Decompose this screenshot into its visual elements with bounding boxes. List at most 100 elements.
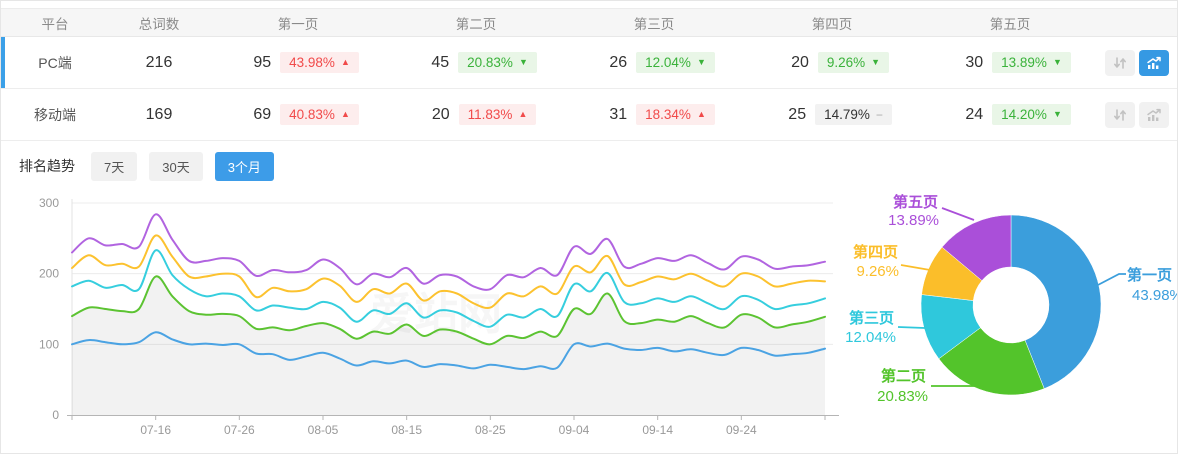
page3-count: 26 bbox=[609, 53, 628, 71]
keyword-rank-table: 平台 总词数 第一页 第二页 第三页 第四页 第五页 PC端 216 95 43… bbox=[1, 8, 1177, 141]
ranking-trend-line-chart[interactable]: 0 100 200 300 07-16 07-26 08-05 08-15 08-25 09-04… bbox=[1, 191, 846, 454]
row-actions bbox=[1099, 49, 1177, 76]
svg-text:200: 200 bbox=[39, 267, 59, 281]
pie-value-page1: 43.98% bbox=[1132, 287, 1178, 304]
col-header-page4: 第四页 bbox=[811, 16, 853, 32]
svg-text:07-26: 07-26 bbox=[224, 423, 255, 437]
page4-cell: 20 9.26% ▼ bbox=[743, 51, 921, 74]
pie-label-page5: 第五页 bbox=[893, 193, 938, 211]
col-header-page3: 第三页 bbox=[633, 16, 675, 32]
trend-arrow-icon: ▲ bbox=[340, 109, 350, 119]
svg-text:08-25: 08-25 bbox=[475, 423, 506, 437]
pie-label-page3: 第三页 bbox=[849, 309, 894, 327]
pie-leader-line-page5 bbox=[941, 207, 975, 221]
trend-arrow-icon: ▼ bbox=[1052, 57, 1062, 67]
col-header-total-words: 总词数 bbox=[138, 16, 180, 32]
page3-cell: 31 18.34% ▲ bbox=[565, 103, 743, 126]
page5-cell: 24 14.20% ▼ bbox=[921, 103, 1099, 126]
pie-value-page5: 13.89% bbox=[888, 212, 939, 229]
pie-leader-line-page1 bbox=[1095, 273, 1126, 287]
svg-text:09-24: 09-24 bbox=[726, 423, 757, 437]
pie-value-page3: 12.04% bbox=[845, 329, 896, 346]
table-row-mobile[interactable]: 移动端 169 69 40.83% ▲ 20 11.83% ▲ 31 18.34% ▲… bbox=[1, 89, 1177, 141]
svg-text:300: 300 bbox=[39, 196, 59, 210]
col-header-platform: 平台 bbox=[41, 16, 69, 32]
page3-change-badge: 18.34% ▲ bbox=[636, 103, 715, 126]
trend-arrow-icon: ▼ bbox=[696, 57, 706, 67]
tab-3-months[interactable]: 3个月 bbox=[214, 151, 274, 181]
page3-cell: 26 12.04% ▼ bbox=[565, 51, 743, 74]
page4-change-badge: 14.79% − bbox=[815, 103, 892, 126]
trend-chart-icon bbox=[1147, 56, 1161, 69]
page5-change-badge: 13.89% ▼ bbox=[992, 51, 1071, 74]
table-row-pc[interactable]: PC端 216 95 43.98% ▲ 45 20.83% ▼ 26 12.04% ▼… bbox=[1, 37, 1177, 89]
table-header-row: 平台 总词数 第一页 第二页 第三页 第四页 第五页 bbox=[1, 8, 1177, 37]
page2-count: 45 bbox=[431, 53, 450, 71]
page4-cell: 25 14.79% − bbox=[743, 103, 921, 126]
trend-chart-icon bbox=[1147, 108, 1161, 121]
total-words-value: 169 bbox=[145, 105, 173, 123]
pie-label-page1: 第一页 bbox=[1127, 266, 1172, 284]
pie-label-page4: 第四页 bbox=[853, 243, 898, 261]
svg-text:08-05: 08-05 bbox=[308, 423, 339, 437]
page3-change-badge: 12.04% ▼ bbox=[636, 51, 715, 74]
svg-text:100: 100 bbox=[39, 337, 59, 351]
trend-section-header: 排名趋势 7天 30天 3个月 bbox=[1, 141, 1177, 191]
col-header-page1: 第一页 bbox=[277, 16, 319, 32]
trend-arrow-icon: − bbox=[875, 107, 883, 122]
platform-label: 移动端 bbox=[34, 106, 76, 123]
col-header-page5: 第五页 bbox=[989, 16, 1031, 32]
trend-title: 排名趋势 bbox=[19, 158, 75, 174]
page4-change-badge: 9.26% ▼ bbox=[817, 51, 890, 74]
page2-cell: 45 20.83% ▼ bbox=[387, 51, 565, 74]
page5-count: 24 bbox=[965, 105, 984, 123]
page4-count: 25 bbox=[788, 105, 807, 123]
svg-text:09-14: 09-14 bbox=[642, 423, 673, 437]
page3-count: 31 bbox=[609, 105, 628, 123]
page2-change-badge: 20.83% ▼ bbox=[458, 51, 537, 74]
page2-cell: 20 11.83% ▲ bbox=[387, 103, 565, 126]
page4-count: 20 bbox=[791, 53, 809, 71]
sort-button[interactable] bbox=[1105, 49, 1135, 76]
tab-7-days[interactable]: 7天 bbox=[91, 151, 138, 181]
sort-button[interactable] bbox=[1105, 101, 1135, 128]
page1-change-badge: 43.98% ▲ bbox=[280, 51, 359, 74]
pie-leader-line-page4 bbox=[900, 264, 931, 271]
page5-count: 30 bbox=[965, 53, 984, 71]
trend-arrow-icon: ▼ bbox=[871, 57, 881, 67]
trend-chart-button[interactable] bbox=[1139, 101, 1169, 128]
trend-arrow-icon: ▲ bbox=[518, 109, 528, 119]
trend-arrow-icon: ▼ bbox=[518, 57, 528, 67]
svg-text:09-04: 09-04 bbox=[559, 423, 590, 437]
pie-value-page2: 20.83% bbox=[877, 388, 928, 405]
trend-chart-button[interactable] bbox=[1139, 49, 1169, 76]
row-actions bbox=[1099, 101, 1177, 128]
page2-count: 20 bbox=[431, 105, 450, 123]
pie-slice-第二页[interactable] bbox=[938, 327, 1045, 396]
page-distribution-donut-chart[interactable]: 第一页 43.98% 第二页 20.83% 第三页 12.04% 第四页 9.2… bbox=[831, 181, 1178, 454]
trend-arrow-icon: ▲ bbox=[696, 109, 706, 119]
page1-count: 95 bbox=[253, 53, 272, 71]
platform-label: PC端 bbox=[38, 54, 72, 71]
col-header-page2: 第二页 bbox=[455, 16, 497, 32]
page2-change-badge: 11.83% ▲ bbox=[458, 103, 537, 126]
page1-change-badge: 40.83% ▲ bbox=[280, 103, 359, 126]
page1-cell: 69 40.83% ▲ bbox=[209, 103, 387, 126]
page1-count: 69 bbox=[253, 105, 272, 123]
sort-arrows-icon bbox=[1114, 56, 1126, 69]
page5-change-badge: 14.20% ▼ bbox=[992, 103, 1071, 126]
trend-arrow-icon: ▼ bbox=[1052, 109, 1062, 119]
page1-cell: 95 43.98% ▲ bbox=[209, 51, 387, 74]
pie-slice-第五页[interactable] bbox=[941, 214, 1012, 281]
page5-cell: 30 13.89% ▼ bbox=[921, 51, 1099, 74]
trend-arrow-icon: ▲ bbox=[340, 57, 350, 67]
tab-30-days[interactable]: 30天 bbox=[149, 151, 203, 181]
pie-leader-line-page3 bbox=[897, 326, 926, 329]
total-words-value: 216 bbox=[145, 53, 173, 71]
svg-text:08-15: 08-15 bbox=[391, 423, 422, 437]
svg-text:0: 0 bbox=[52, 408, 59, 422]
pie-label-page2: 第二页 bbox=[881, 367, 926, 385]
pie-slice-第一页[interactable] bbox=[1010, 214, 1102, 389]
svg-text:07-16: 07-16 bbox=[140, 423, 171, 437]
